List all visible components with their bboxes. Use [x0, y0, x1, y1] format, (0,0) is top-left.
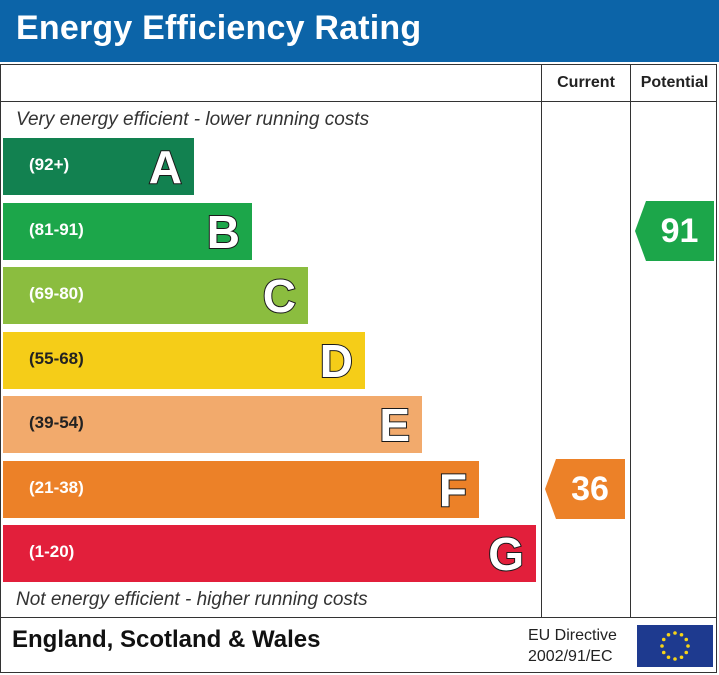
- band-e-range: (39-54): [29, 413, 84, 432]
- top-note: Very energy efficient - lower running co…: [16, 109, 370, 130]
- eu-star-icon: [686, 644, 690, 648]
- band-g-letter: G: [487, 527, 525, 581]
- current-rating-arrow: 36: [545, 459, 625, 519]
- eu-star-icon: [684, 637, 689, 642]
- title-bar: Energy Efficiency Rating: [0, 0, 719, 62]
- eu-star-icon: [660, 644, 664, 648]
- band-f-range: (21-38): [29, 477, 84, 497]
- current-rating-value: 36: [571, 470, 609, 508]
- eu-star-icon: [679, 655, 684, 660]
- chart-title: Energy Efficiency Rating: [16, 9, 422, 47]
- chart-frame: [0, 64, 717, 673]
- current-column-header: Current: [557, 74, 615, 91]
- header-divider: [0, 101, 717, 102]
- band-f-letter: F: [438, 463, 468, 517]
- band-e: (39-54) E: [3, 396, 422, 453]
- region-label: England, Scotland & Wales: [12, 626, 321, 653]
- band-b: (81-91) B: [3, 202, 252, 260]
- band-f: (21-38) F: [3, 460, 479, 518]
- band-d-letter: D: [319, 334, 354, 388]
- potential-rating-arrow: 91: [635, 201, 714, 261]
- eu-star-icon: [666, 632, 671, 637]
- potential-column-header: Potential: [640, 74, 709, 91]
- eu-directive-number: 2002/91/EC: [528, 648, 613, 665]
- eu-star-icon: [679, 632, 684, 637]
- eu-star-icon: [661, 650, 666, 655]
- eu-star-icon: [661, 637, 666, 642]
- eu-star-icon: [673, 657, 677, 661]
- band-c: (69-80) C: [3, 267, 308, 324]
- eu-star-icon: [684, 650, 689, 655]
- bottom-note: Not energy efficient - higher running co…: [16, 589, 368, 610]
- eu-star-icon: [673, 631, 677, 635]
- eu-star-icon: [666, 655, 671, 660]
- band-b-range: (81-91): [29, 219, 84, 239]
- potential-column-divider: [630, 64, 631, 618]
- band-g: (1-20) G: [3, 525, 536, 582]
- eu-stars-icon: [660, 631, 690, 661]
- band-d: (55-68) D: [3, 331, 365, 389]
- band-d-range: (55-68): [29, 348, 84, 368]
- band-c-range: (69-80): [29, 284, 84, 303]
- eu-directive-label: EU Directive: [528, 627, 617, 644]
- band-c-letter: C: [262, 269, 297, 323]
- potential-rating-value: 91: [660, 212, 699, 250]
- band-e-letter: E: [378, 398, 411, 452]
- band-g-range: (1-20): [29, 542, 75, 561]
- eu-flag-icon: [637, 625, 713, 667]
- current-column-divider: [541, 64, 542, 618]
- band-a-range: (92+): [29, 155, 70, 174]
- band-a: (92+) A: [3, 138, 194, 195]
- band-b-letter: B: [206, 205, 241, 259]
- band-a-letter: A: [148, 140, 183, 194]
- footer-divider: [0, 617, 717, 618]
